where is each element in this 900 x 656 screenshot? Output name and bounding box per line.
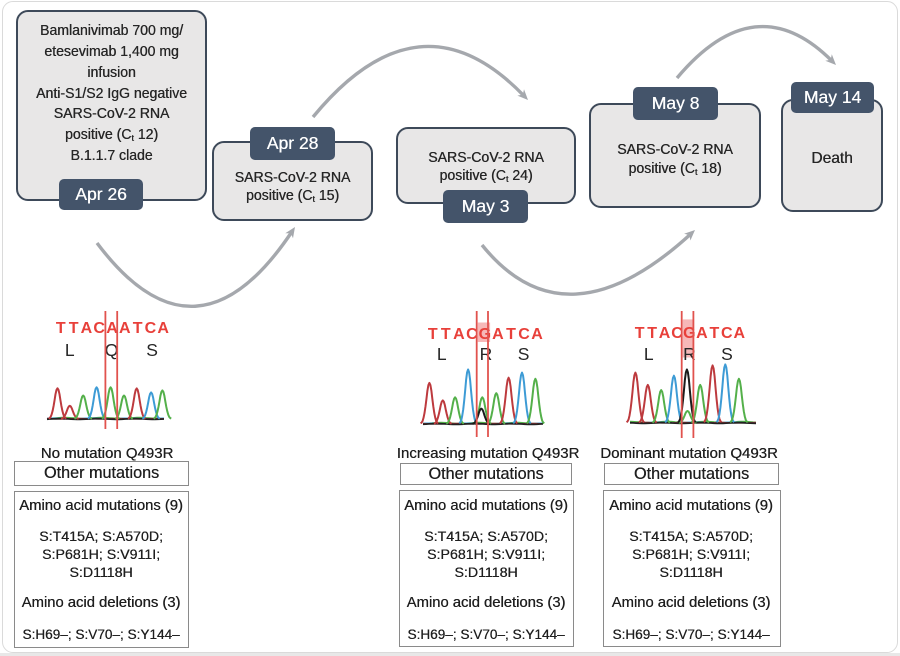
svg-text:A: A [157, 320, 169, 337]
svg-text:C: C [671, 325, 683, 342]
svg-text:S: S [721, 344, 733, 364]
svg-text:C: C [721, 325, 733, 342]
svg-text:C: C [93, 320, 105, 337]
svg-text:T: T [710, 325, 720, 342]
svg-text:R: R [480, 344, 493, 364]
svg-text:C: C [466, 326, 478, 343]
svg-text:L: L [65, 340, 75, 360]
svg-text:A: A [659, 325, 671, 342]
svg-text:A: A [696, 325, 708, 342]
svg-text:S: S [146, 340, 158, 360]
svg-text:A: A [81, 320, 93, 337]
svg-text:S: S [518, 344, 530, 364]
svg-text:C: C [518, 326, 530, 343]
svg-text:A: A [531, 326, 543, 343]
svg-text:T: T [133, 320, 143, 337]
svg-text:A: A [492, 326, 504, 343]
svg-text:A: A [119, 320, 131, 337]
svg-text:A: A [453, 326, 465, 343]
svg-text:L: L [644, 344, 654, 364]
svg-text:T: T [635, 325, 645, 342]
svg-text:A: A [734, 325, 746, 342]
svg-text:T: T [506, 326, 516, 343]
svg-text:G: G [479, 326, 491, 343]
svg-text:T: T [647, 325, 657, 342]
svg-text:C: C [145, 320, 157, 337]
svg-text:T: T [56, 320, 66, 337]
svg-text:T: T [428, 326, 438, 343]
svg-text:L: L [437, 344, 447, 364]
svg-text:Q: Q [105, 340, 119, 360]
svg-text:T: T [441, 326, 451, 343]
svg-text:T: T [69, 320, 79, 337]
svg-text:A: A [106, 320, 118, 337]
